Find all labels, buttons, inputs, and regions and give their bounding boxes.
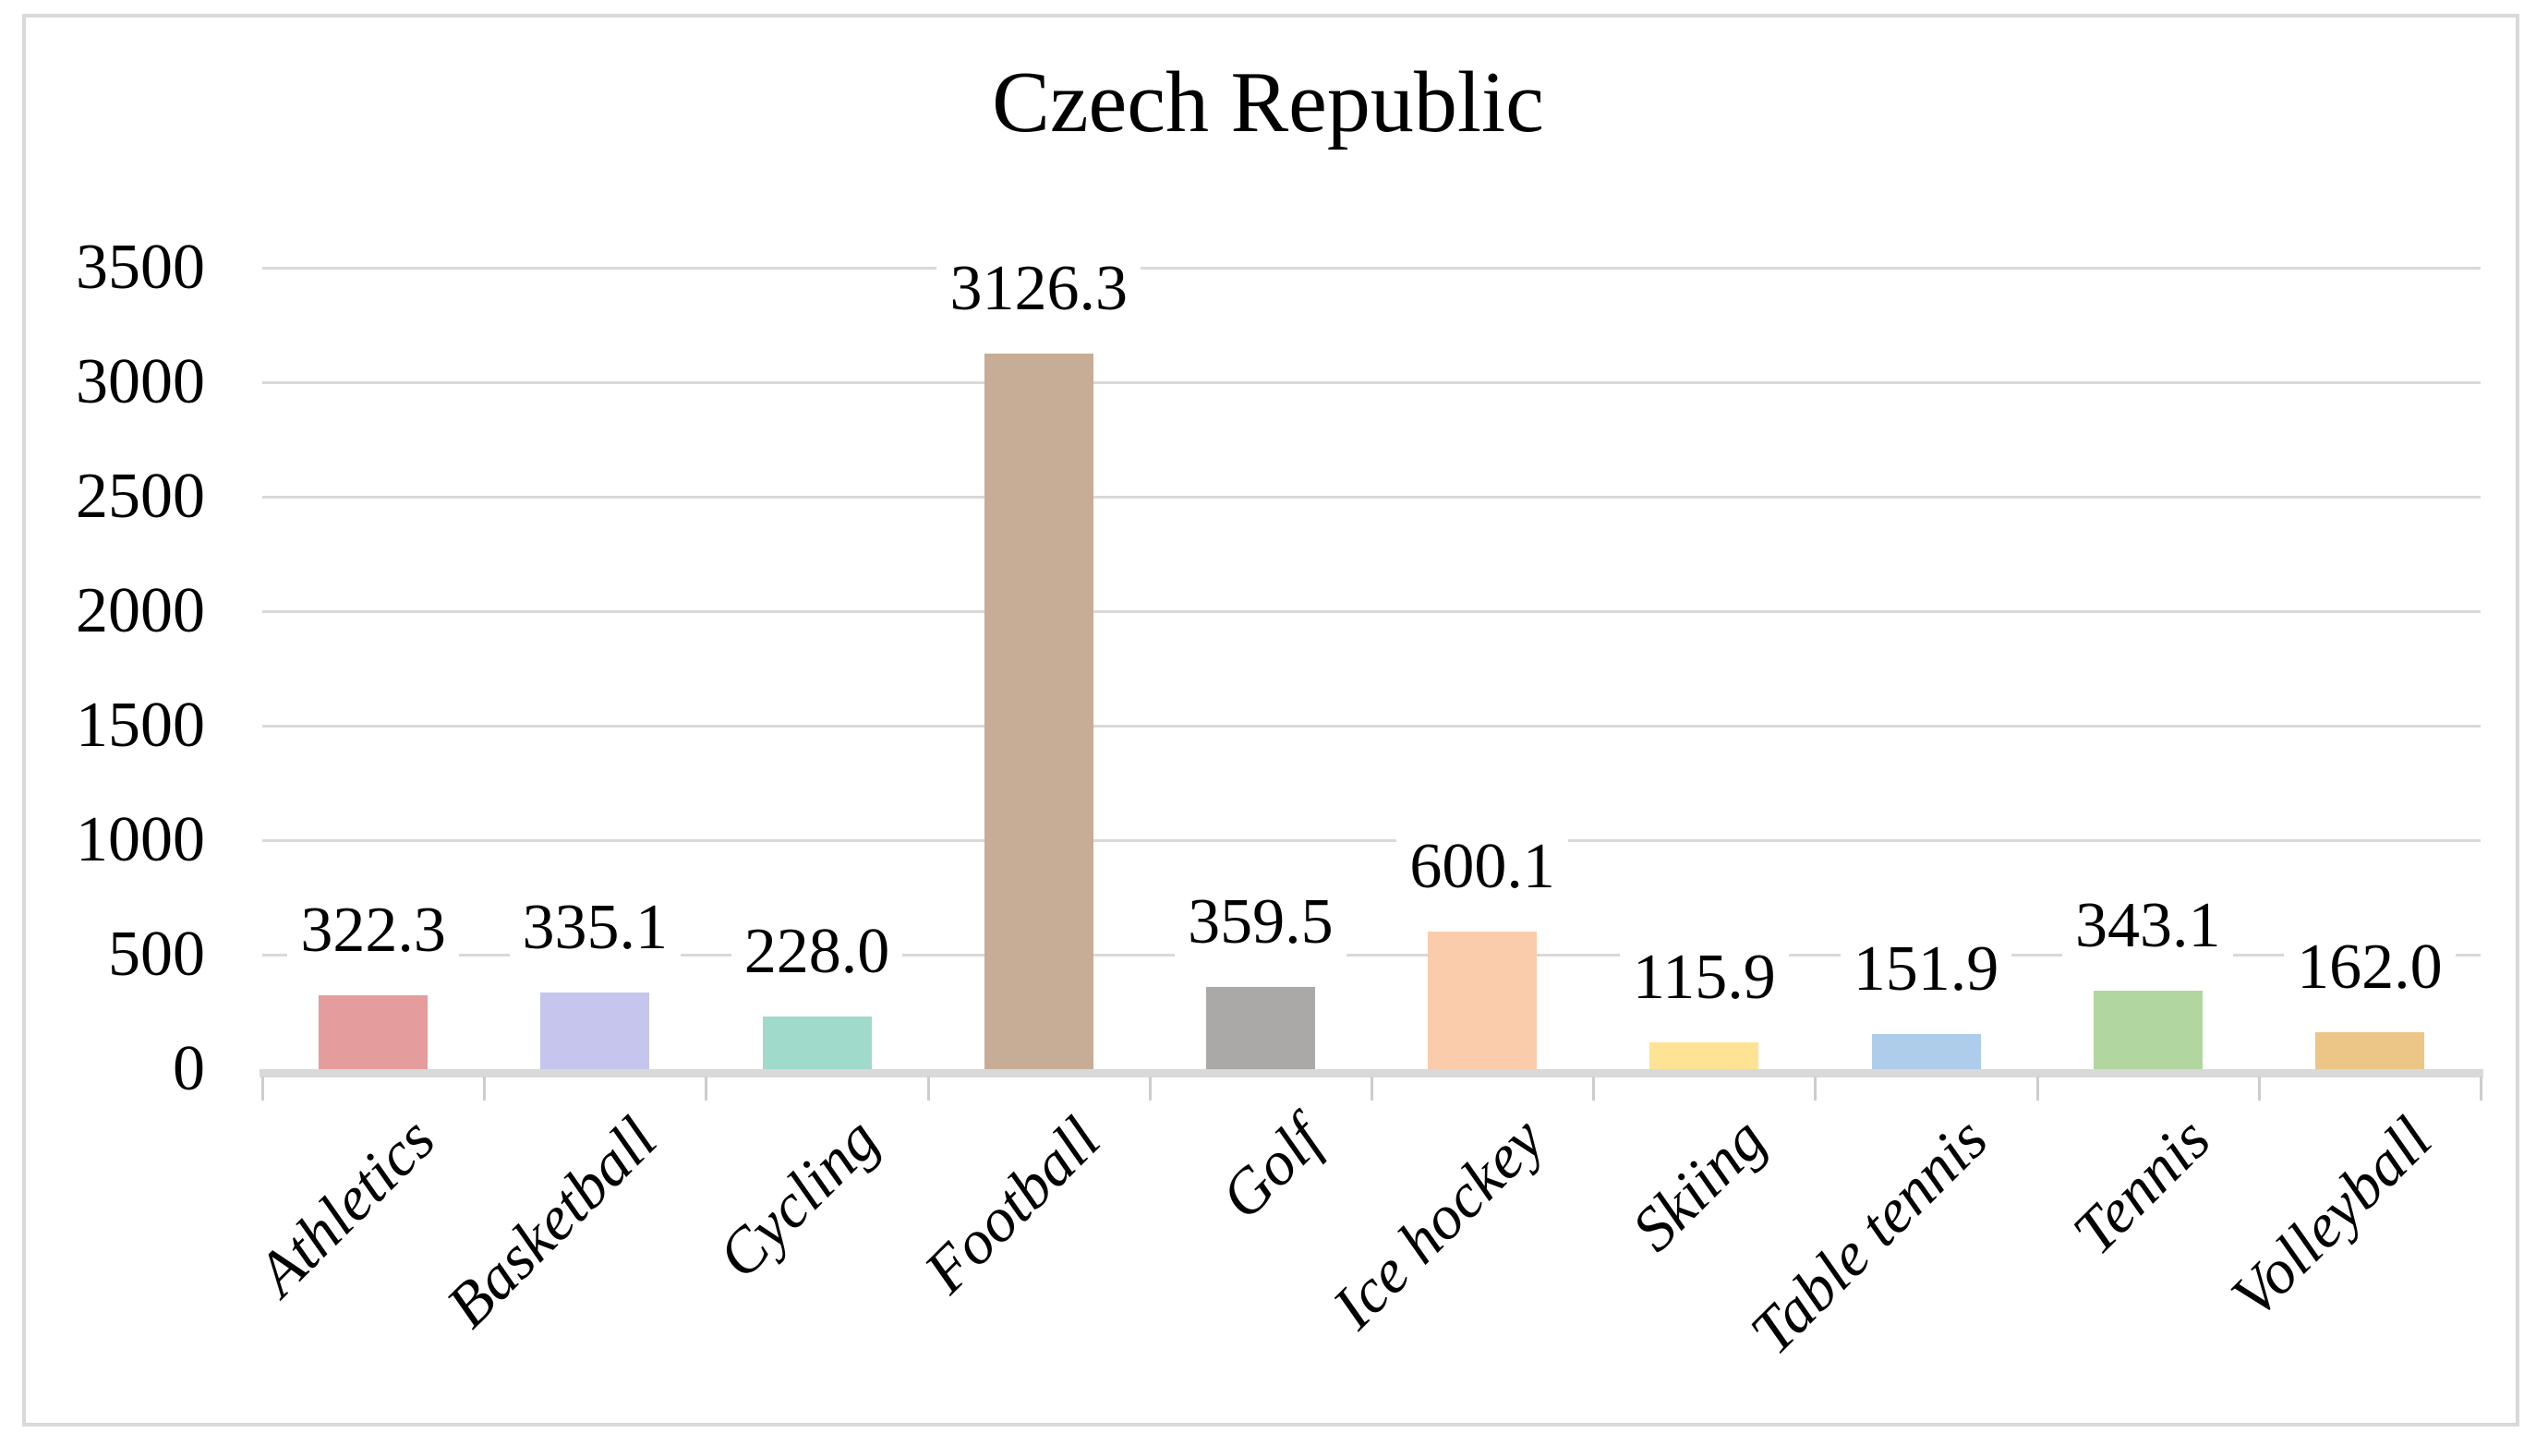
x-axis-category-text: Basketball — [432, 1103, 670, 1342]
gridline — [262, 839, 2481, 842]
x-axis-tick — [1371, 1077, 1373, 1101]
bar-value-label-basketball: 335.1 — [392, 892, 798, 963]
bar-athletics — [319, 995, 429, 1069]
bar-value-text: 228.0 — [731, 917, 903, 988]
gridline — [262, 267, 2481, 270]
bar-value-text: 115.9 — [1619, 943, 1789, 1014]
x-axis-tick — [261, 1077, 264, 1101]
y-axis-tick-label: 0 — [173, 1033, 205, 1104]
chart-title: Czech Republic — [992, 54, 1544, 150]
x-axis-category-text: Tennis — [2059, 1103, 2223, 1268]
x-axis-category-text: Athletics — [243, 1103, 449, 1309]
y-axis-tick-label: 2000 — [76, 575, 205, 646]
bar-value-text: 359.5 — [1175, 886, 1346, 957]
bar-tennis — [2093, 990, 2203, 1069]
bar-skiing — [1649, 1042, 1759, 1069]
bar-value-label-table-tennis: 151.9 — [1723, 934, 2130, 1005]
x-axis-tick — [1592, 1077, 1596, 1101]
x-axis-tick — [2480, 1077, 2482, 1101]
bar-value-text: 151.9 — [1840, 934, 2012, 1005]
bar-value-label-golf: 359.5 — [1057, 886, 1464, 957]
gridline — [262, 381, 2481, 384]
y-axis-tick-label: 1500 — [76, 690, 205, 761]
x-axis-category-text: Golf — [1206, 1103, 1335, 1233]
bar-value-label-football: 3126.3 — [836, 253, 1242, 324]
y-axis-tick-label: 2500 — [76, 461, 205, 532]
gridline — [262, 496, 2481, 499]
y-axis-tick-label: 1000 — [76, 804, 205, 875]
x-axis-category-text: Table tennis — [1736, 1103, 2001, 1368]
x-axis-category-text: Skiing — [1618, 1103, 1780, 1265]
bar-value-text: 322.3 — [287, 896, 459, 967]
x-axis-tick — [2257, 1077, 2261, 1101]
bar-table-tennis — [1871, 1034, 1981, 1069]
y-axis-tick-label: 500 — [108, 919, 205, 990]
bar-golf — [1205, 986, 1315, 1069]
x-axis-tick — [2035, 1077, 2039, 1101]
bar-value-label-cycling: 228.0 — [614, 917, 1020, 988]
bar-value-text: 3126.3 — [936, 253, 1141, 324]
bar-football — [984, 353, 1093, 1069]
x-axis-tick — [705, 1077, 708, 1101]
gridline — [262, 610, 2481, 613]
gridline — [262, 725, 2481, 728]
x-axis-category-text: Ice hockey — [1319, 1103, 1558, 1342]
bar-value-text: 343.1 — [2061, 890, 2234, 961]
x-axis-tick — [1814, 1077, 1817, 1101]
bar-value-text: 600.1 — [1396, 832, 1568, 903]
x-axis-category-text: Cycling — [704, 1103, 892, 1292]
x-axis-tick — [926, 1077, 930, 1101]
gridline — [262, 954, 2481, 957]
x-axis-tick — [483, 1077, 487, 1101]
bar-value-label-ice-hockey: 600.1 — [1279, 832, 1685, 903]
bar-value-label-athletics: 322.3 — [170, 896, 576, 967]
bar-value-label-tennis: 343.1 — [1945, 890, 2351, 961]
bar-ice-hockey — [1428, 932, 1538, 1069]
y-axis-tick-label: 3000 — [76, 346, 205, 417]
y-axis-tick-label: 3500 — [76, 232, 205, 303]
bar-cycling — [762, 1017, 872, 1069]
bar-value-label-skiing: 115.9 — [1501, 943, 1907, 1014]
bar-value-text: 335.1 — [509, 892, 682, 963]
x-axis-category-text: Football — [911, 1103, 1114, 1306]
bar-basketball — [540, 992, 650, 1069]
bar-value-text: 162.0 — [2284, 932, 2456, 1003]
x-axis-category-text: Volleyball — [2216, 1103, 2445, 1331]
x-axis-line — [260, 1069, 2483, 1077]
x-axis-tick — [1148, 1077, 1152, 1101]
chart-border-frame — [22, 14, 2519, 1426]
bar-value-label-volleyball: 162.0 — [2167, 932, 2536, 1003]
bar-volleyball — [2314, 1031, 2424, 1069]
